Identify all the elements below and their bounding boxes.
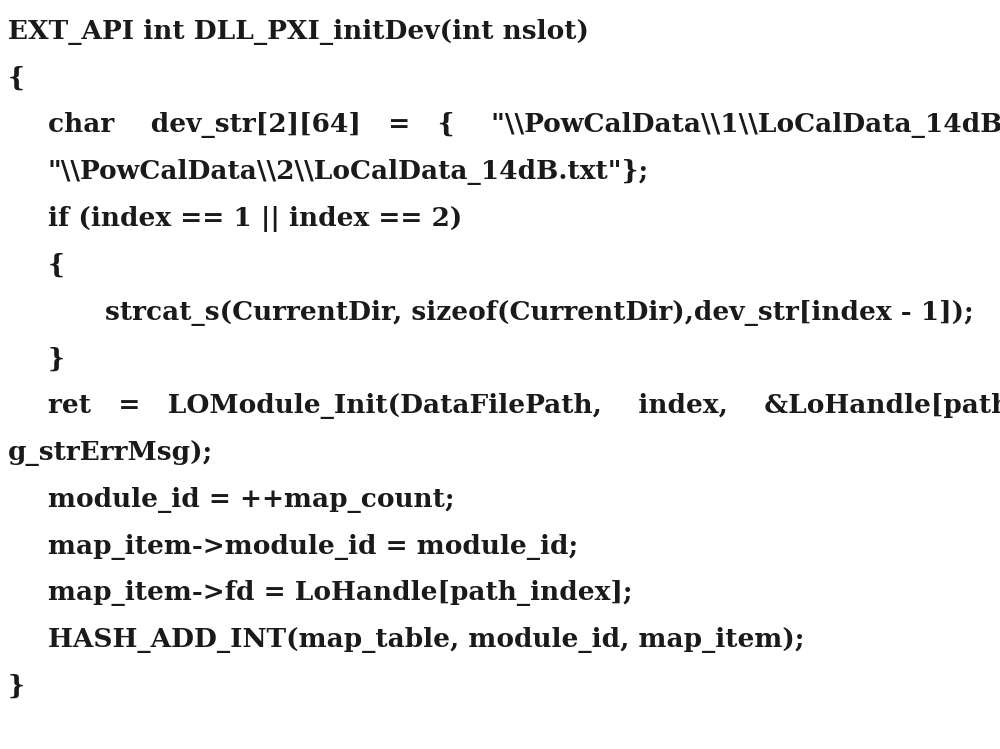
Text: map_item->fd = LoHandle[path_index];: map_item->fd = LoHandle[path_index]; [48, 580, 633, 607]
Text: module_id = ++map_count;: module_id = ++map_count; [48, 487, 454, 513]
Text: char    dev_str[2][64]   =   {    "\\PowCalData\\1\\LoCalData_14dB.txt",: char dev_str[2][64] = { "\\PowCalData\\1… [48, 112, 1000, 139]
Text: EXT_API int DLL_PXI_initDev(int nslot): EXT_API int DLL_PXI_initDev(int nslot) [8, 19, 589, 45]
Text: }: } [48, 346, 65, 372]
Text: {: { [8, 66, 25, 91]
Text: "\\PowCalData\\2\\LoCalData_14dB.txt"};: "\\PowCalData\\2\\LoCalData_14dB.txt"}; [48, 160, 649, 185]
Text: }: } [8, 674, 25, 699]
Text: if (index == 1 || index == 2): if (index == 1 || index == 2) [48, 206, 462, 232]
Text: map_item->module_id = module_id;: map_item->module_id = module_id; [48, 533, 578, 560]
Text: HASH_ADD_INT(map_table, module_id, map_item);: HASH_ADD_INT(map_table, module_id, map_i… [48, 628, 804, 653]
Text: {: { [48, 253, 65, 278]
Text: ret   =   LOModule_Init(DataFilePath,    index,    &LoHandle[path_index],: ret = LOModule_Init(DataFilePath, index,… [48, 393, 1000, 419]
Text: g_strErrMsg);: g_strErrMsg); [8, 440, 213, 466]
Text: strcat_s(CurrentDir, sizeof(CurrentDir),dev_str[index - 1]);: strcat_s(CurrentDir, sizeof(CurrentDir),… [105, 300, 974, 326]
